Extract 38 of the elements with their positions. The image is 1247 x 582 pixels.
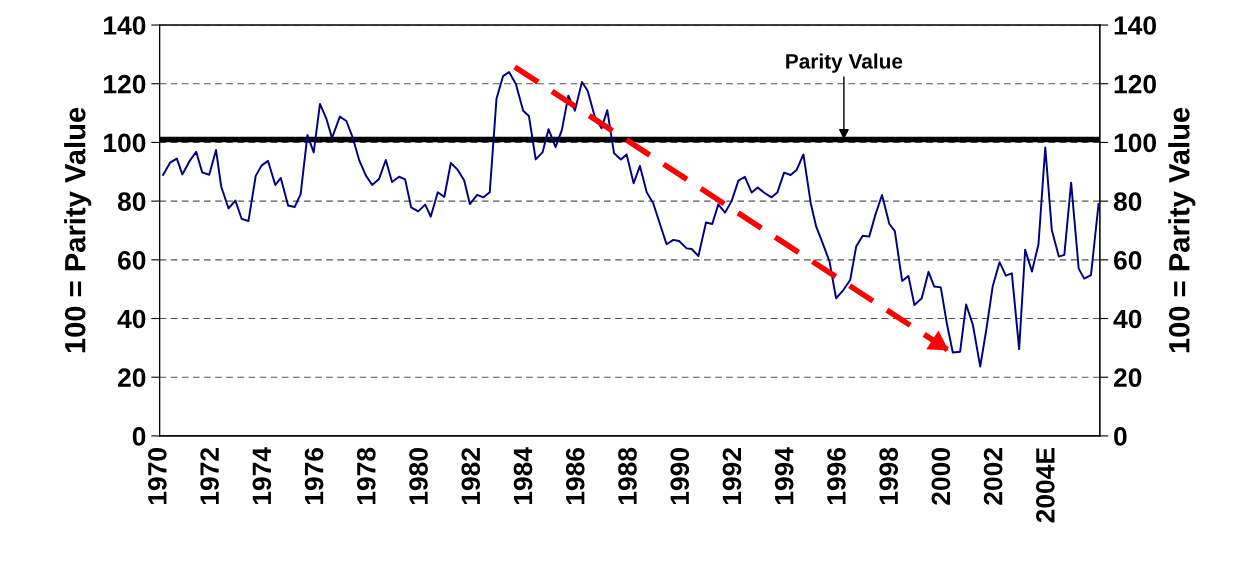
- x-tick-label: 1982: [461, 448, 481, 505]
- y2-tick-label: 40: [1113, 309, 1142, 329]
- y2-tick-label: 0: [1114, 427, 1127, 446]
- x-tick-label: 1976: [304, 447, 324, 505]
- x-tick-label: 1970: [148, 448, 167, 505]
- y-axis-title: 100 = Parity Value: [64, 107, 92, 353]
- y-tick-label: 0: [132, 427, 146, 446]
- y-tick-label: 140: [104, 16, 146, 35]
- y2-axis-title: 100 = Parity Value: [1168, 107, 1196, 353]
- y-tick-label: 80: [117, 192, 146, 211]
- x-tick-label: 2002: [983, 448, 1003, 505]
- x-tick-label: 1998: [879, 447, 898, 505]
- x-tick-label: 1996: [827, 447, 846, 505]
- y2-tick-label: 60: [1114, 250, 1142, 270]
- y2-tick-label: 140: [1114, 16, 1156, 35]
- x-tick-label: 1990: [670, 448, 690, 505]
- x-tick-label: 1978: [356, 447, 376, 505]
- y-tick-label: 20: [117, 368, 146, 388]
- y-tick-label: 100: [104, 133, 146, 153]
- x-tick-label: 1992: [722, 448, 742, 505]
- y-tick-label: 120: [104, 74, 146, 94]
- x-tick-label: 1974: [252, 447, 272, 505]
- line-series: [162, 71, 1100, 368]
- x-tick-label: 1972: [200, 448, 219, 505]
- annotation: Parity Value: [786, 53, 903, 73]
- y2-tick-label: 20: [1113, 368, 1142, 388]
- y2-tick-label: 100: [1114, 133, 1156, 153]
- y-tick-label: 40: [117, 309, 146, 329]
- x-tick-label: 2004E: [1036, 448, 1055, 523]
- y-tick-label: 60: [118, 250, 146, 270]
- x-tick-label: 1984: [513, 447, 533, 505]
- y2-tick-label: 120: [1114, 74, 1156, 94]
- x-tick-label: 2000: [931, 448, 951, 505]
- x-tick-label: 1980: [409, 448, 428, 505]
- x-tick-label: 1986: [565, 447, 585, 505]
- x-tick-label: 1994: [774, 447, 794, 505]
- y2-tick-label: 80: [1113, 192, 1142, 211]
- x-tick-label: 1988: [618, 447, 637, 505]
